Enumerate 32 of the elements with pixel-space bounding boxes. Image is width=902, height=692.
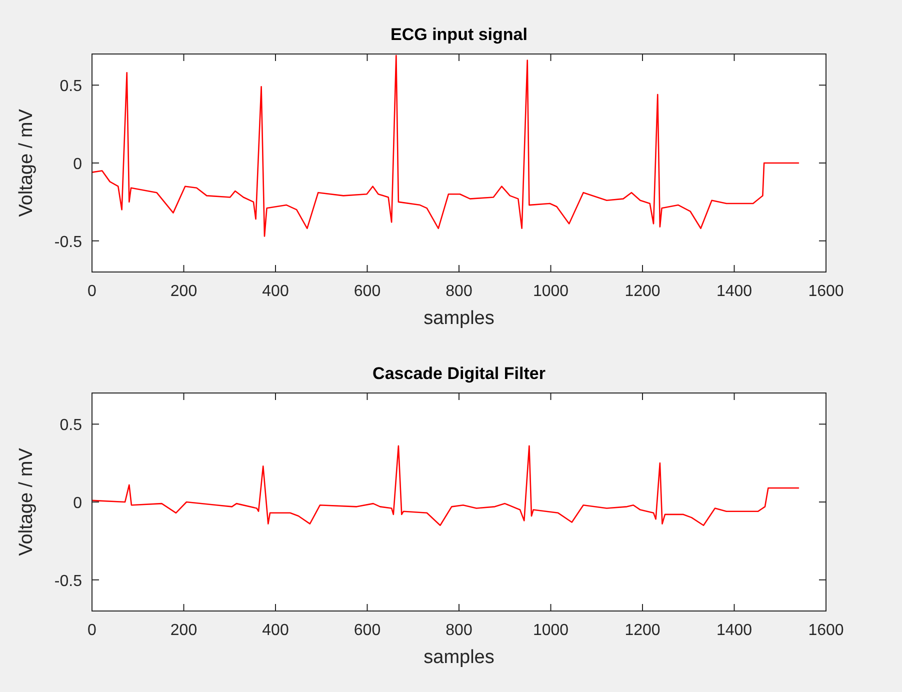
y-axis-title: Voltage / mV [16, 448, 37, 556]
x-tick-label: 200 [170, 283, 198, 300]
y-tick-label: 0.5 [60, 417, 82, 434]
line-series [92, 54, 800, 237]
y-tick-label: 0 [73, 495, 82, 512]
chart-title: Cascade Digital Filter [372, 364, 546, 383]
x-tick-label: 600 [354, 283, 381, 300]
x-tick-label: 1400 [716, 622, 752, 639]
y-tick-label: -0.5 [54, 572, 82, 590]
y-tick-label: 0.5 [60, 78, 82, 96]
x-tick-label: 1200 [624, 283, 660, 300]
x-tick-label: 200 [170, 622, 198, 639]
y-tick-label: 0 [73, 156, 82, 173]
y-tick-label: -0.5 [54, 234, 82, 251]
x-tick-label: 800 [446, 622, 472, 639]
x-tick-label: 1400 [716, 283, 752, 300]
x-tick-label: 400 [262, 283, 289, 300]
x-tick-label: 1200 [624, 622, 660, 639]
chart-title: ECG input signal [390, 25, 528, 44]
y-axis-title: Voltage / mV [16, 108, 37, 217]
x-axis-title: samples [424, 647, 494, 668]
x-tick-label: 400 [262, 622, 289, 639]
x-axis-title: samples [424, 308, 494, 329]
x-tick-label: 0 [88, 283, 97, 300]
x-tick-label: 1600 [808, 283, 844, 300]
x-tick-label: 0 [88, 622, 97, 639]
x-tick-label: 1000 [532, 283, 569, 300]
x-tick-label: 1000 [532, 622, 569, 639]
x-tick-label: 1600 [808, 622, 844, 639]
x-tick-label: 800 [446, 283, 472, 300]
line-series [92, 445, 800, 526]
x-tick-label: 600 [354, 622, 381, 639]
